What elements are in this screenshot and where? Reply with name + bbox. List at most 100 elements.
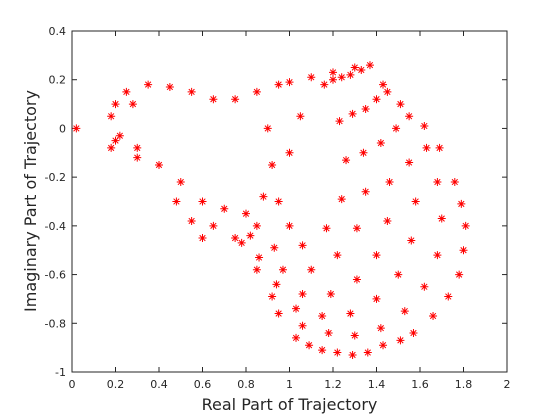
marker (246, 231, 255, 240)
marker (107, 143, 116, 152)
marker (396, 336, 405, 345)
marker (346, 70, 355, 79)
marker (333, 348, 342, 357)
marker (383, 87, 392, 96)
marker (155, 160, 163, 169)
marker (348, 109, 357, 118)
marker (444, 292, 453, 301)
plot-frame (71, 30, 508, 373)
marker (307, 73, 316, 82)
marker (379, 80, 388, 89)
y-tick-label: -0.8 (45, 317, 66, 330)
marker (437, 214, 446, 223)
marker (333, 251, 342, 260)
marker (274, 197, 283, 206)
marker (252, 221, 261, 230)
x-axis-label: Real Part of Trajectory (202, 395, 378, 414)
marker (392, 124, 401, 133)
marker (350, 63, 359, 72)
y-tick-label: -0.4 (45, 220, 66, 233)
marker (133, 143, 142, 152)
marker (252, 87, 261, 96)
marker (350, 331, 359, 340)
marker (396, 100, 405, 109)
x-tick-label: 1.2 (324, 378, 342, 391)
marker (72, 124, 81, 133)
marker (352, 275, 361, 284)
marker (259, 192, 268, 201)
marker (285, 148, 294, 157)
marker (209, 95, 218, 104)
marker (357, 65, 366, 74)
marker (365, 61, 374, 70)
marker (348, 350, 357, 359)
x-tick-label: 0 (69, 378, 76, 391)
x-tick-label: 0.2 (107, 378, 125, 391)
marker (305, 341, 314, 350)
y-tick-label: 0.2 (49, 74, 67, 87)
y-tick-label: -0.6 (45, 269, 66, 282)
marker (420, 121, 429, 130)
marker (461, 221, 470, 230)
marker (252, 265, 261, 274)
marker (409, 329, 418, 338)
marker (352, 224, 361, 233)
marker (209, 221, 218, 230)
marker (455, 270, 464, 279)
marker (298, 321, 307, 330)
marker (231, 234, 240, 243)
marker (285, 78, 294, 87)
marker (372, 95, 381, 104)
marker (372, 294, 381, 303)
marker (407, 236, 416, 245)
marker (187, 87, 196, 96)
marker (296, 112, 305, 121)
marker (111, 136, 120, 145)
marker (329, 75, 337, 84)
y-tick-label: -1 (55, 366, 66, 379)
marker (420, 282, 429, 291)
marker (198, 197, 207, 206)
marker (385, 178, 394, 187)
x-tick-label: 1.6 (411, 378, 429, 391)
marker (111, 100, 120, 109)
marker (285, 221, 294, 230)
marker (237, 238, 246, 247)
marker (268, 292, 277, 301)
marker (115, 131, 124, 140)
marker (107, 112, 116, 121)
marker (372, 251, 381, 260)
marker (298, 290, 307, 299)
marker (433, 251, 442, 260)
y-tick-label: 0 (59, 122, 66, 135)
marker (361, 104, 370, 113)
marker (450, 178, 459, 187)
x-tick-label: 1 (286, 378, 293, 391)
marker (198, 234, 207, 243)
marker (405, 158, 414, 167)
marker (363, 348, 372, 357)
marker (272, 280, 281, 289)
marker (263, 124, 272, 133)
marker (270, 243, 279, 252)
marker (376, 139, 385, 148)
marker (405, 112, 414, 121)
marker (220, 204, 229, 213)
marker (435, 143, 444, 152)
marker (400, 307, 409, 316)
markers (72, 61, 470, 359)
marker (337, 73, 346, 82)
marker (361, 187, 370, 196)
marker (322, 224, 331, 233)
marker (144, 80, 153, 89)
marker (394, 270, 403, 279)
marker (318, 346, 327, 355)
marker (292, 304, 301, 313)
marker (411, 197, 420, 206)
y-tick-label: 0.4 (49, 25, 67, 38)
marker (457, 199, 466, 208)
marker (324, 329, 333, 338)
marker (459, 246, 468, 255)
marker (255, 253, 264, 262)
